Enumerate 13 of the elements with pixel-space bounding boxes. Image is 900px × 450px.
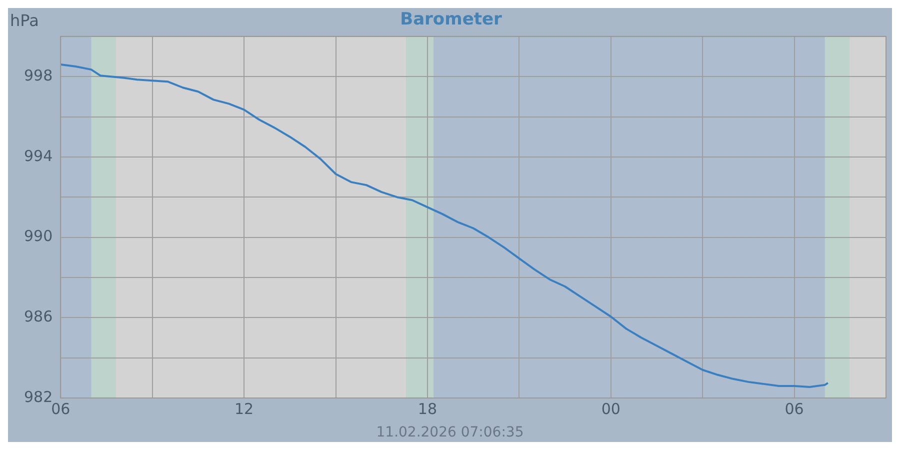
y-tick-label: 994 xyxy=(24,146,53,165)
x-tick-label: 06 xyxy=(51,400,70,418)
chart-title: Barometer xyxy=(400,10,502,30)
y-tick-label: 990 xyxy=(24,227,53,246)
y-axis-title: hPa xyxy=(10,11,39,30)
y-tick-label: 986 xyxy=(24,308,53,326)
x-tick-label: 18 xyxy=(418,400,438,418)
text: 11.02.2026 07:06:35 xyxy=(376,424,524,441)
y-tick-label: 998 xyxy=(24,66,53,84)
x-tick-label: 00 xyxy=(601,400,620,418)
x-tick-label: 06 xyxy=(784,400,804,418)
y-tick-label: 982 xyxy=(24,388,53,406)
x-tick-label: 12 xyxy=(234,400,254,418)
